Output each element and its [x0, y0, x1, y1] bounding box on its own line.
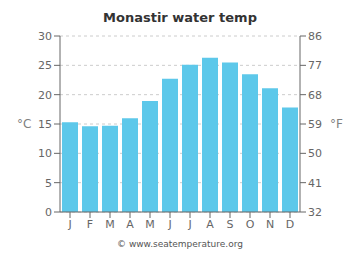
svg-text:15: 15	[38, 118, 52, 131]
svg-text:M: M	[145, 218, 155, 231]
svg-text:N: N	[266, 218, 274, 231]
svg-text:F: F	[87, 218, 93, 231]
svg-text:J: J	[187, 218, 191, 231]
html-text:© www.seatemperature.org: © www.seatemperature.org	[117, 239, 243, 249]
svg-text:30: 30	[38, 30, 52, 43]
svg-text:A: A	[126, 218, 134, 231]
svg-text:10: 10	[38, 147, 52, 160]
svg-text:J: J	[67, 218, 71, 231]
html-text:Monastir water temp: Monastir water temp	[103, 10, 257, 25]
svg-text:°F: °F	[330, 117, 343, 131]
svg-text:86: 86	[308, 30, 322, 43]
svg-text:D: D	[286, 218, 294, 231]
svg-text:77: 77	[308, 59, 322, 72]
svg-text:J: J	[167, 218, 171, 231]
svg-text:A: A	[206, 218, 214, 231]
svg-text:68: 68	[308, 89, 322, 102]
svg-text:5: 5	[45, 177, 52, 190]
svg-text:20: 20	[38, 89, 52, 102]
svg-text:25: 25	[38, 59, 52, 72]
svg-text:O: O	[246, 218, 255, 231]
svg-text:32: 32	[308, 206, 322, 219]
svg-text:M: M	[105, 218, 115, 231]
svg-text:41: 41	[308, 177, 322, 190]
svg-text:°C: °C	[17, 117, 31, 131]
svg-text:S: S	[227, 218, 234, 231]
svg-text:50: 50	[308, 147, 322, 160]
svg-text:0: 0	[45, 206, 52, 219]
svg-text:59: 59	[308, 118, 322, 131]
